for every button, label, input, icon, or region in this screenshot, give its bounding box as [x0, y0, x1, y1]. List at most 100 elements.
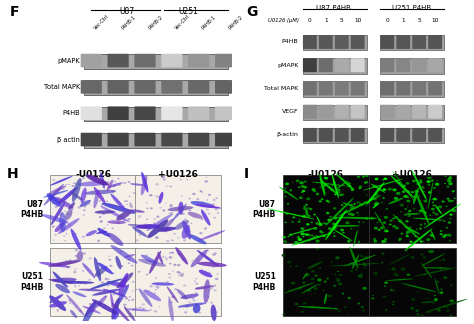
Circle shape — [150, 236, 152, 237]
Circle shape — [65, 279, 67, 281]
Circle shape — [169, 252, 171, 254]
Circle shape — [215, 278, 219, 280]
Text: F: F — [9, 5, 19, 19]
Circle shape — [315, 235, 319, 238]
Circle shape — [141, 303, 145, 306]
Circle shape — [106, 201, 108, 202]
Circle shape — [169, 256, 172, 259]
Circle shape — [72, 185, 74, 187]
Circle shape — [82, 177, 85, 179]
Circle shape — [446, 179, 447, 180]
Circle shape — [211, 203, 215, 206]
Circle shape — [407, 197, 409, 198]
Circle shape — [392, 290, 395, 292]
Circle shape — [99, 200, 101, 202]
Circle shape — [122, 295, 126, 297]
Circle shape — [307, 207, 310, 210]
Circle shape — [182, 259, 185, 260]
Circle shape — [329, 216, 332, 218]
Circle shape — [118, 184, 121, 186]
Circle shape — [332, 181, 336, 183]
Circle shape — [192, 298, 194, 300]
Circle shape — [160, 229, 162, 230]
Circle shape — [165, 185, 168, 187]
Ellipse shape — [168, 297, 174, 322]
Circle shape — [289, 290, 291, 291]
Ellipse shape — [94, 210, 115, 214]
Circle shape — [102, 289, 105, 291]
Circle shape — [137, 217, 140, 218]
Circle shape — [431, 179, 434, 181]
Circle shape — [310, 237, 311, 239]
Circle shape — [213, 284, 216, 287]
Circle shape — [313, 190, 315, 192]
Circle shape — [74, 269, 77, 270]
Circle shape — [73, 189, 75, 190]
Circle shape — [128, 218, 131, 220]
Text: Total MAPK: Total MAPK — [44, 84, 80, 90]
Circle shape — [52, 179, 55, 181]
Ellipse shape — [43, 190, 69, 198]
Ellipse shape — [94, 257, 101, 282]
Ellipse shape — [435, 278, 439, 294]
Circle shape — [88, 279, 91, 281]
Circle shape — [313, 214, 316, 215]
Ellipse shape — [428, 180, 433, 210]
Circle shape — [390, 289, 393, 291]
Circle shape — [165, 257, 168, 259]
Ellipse shape — [103, 289, 127, 297]
Ellipse shape — [424, 299, 467, 313]
Ellipse shape — [141, 172, 148, 192]
Circle shape — [429, 214, 431, 216]
Circle shape — [449, 240, 451, 241]
Circle shape — [384, 216, 388, 219]
Circle shape — [356, 201, 360, 204]
Ellipse shape — [197, 250, 219, 267]
Circle shape — [409, 226, 411, 228]
Circle shape — [348, 213, 352, 215]
Circle shape — [206, 208, 209, 211]
Circle shape — [186, 179, 189, 180]
FancyBboxPatch shape — [215, 133, 236, 146]
Circle shape — [146, 218, 148, 220]
Circle shape — [204, 180, 208, 182]
Circle shape — [68, 300, 71, 302]
Circle shape — [316, 239, 320, 242]
Ellipse shape — [291, 233, 331, 246]
Circle shape — [385, 309, 388, 311]
Circle shape — [342, 232, 345, 234]
Ellipse shape — [63, 281, 94, 284]
Circle shape — [303, 206, 306, 207]
Ellipse shape — [197, 262, 227, 267]
Circle shape — [112, 283, 114, 284]
Circle shape — [388, 188, 392, 191]
Circle shape — [142, 308, 145, 310]
Circle shape — [405, 235, 409, 237]
Circle shape — [66, 285, 69, 287]
Circle shape — [283, 314, 286, 316]
Circle shape — [107, 278, 110, 280]
Circle shape — [357, 303, 360, 305]
FancyBboxPatch shape — [108, 133, 129, 146]
FancyBboxPatch shape — [84, 80, 228, 95]
Circle shape — [129, 202, 132, 205]
Circle shape — [390, 286, 392, 287]
Circle shape — [59, 212, 62, 214]
Circle shape — [322, 289, 325, 291]
Ellipse shape — [336, 181, 348, 189]
Ellipse shape — [319, 179, 339, 196]
Ellipse shape — [193, 304, 201, 313]
Circle shape — [450, 284, 452, 286]
Circle shape — [422, 256, 427, 259]
Circle shape — [287, 236, 290, 237]
Circle shape — [375, 202, 378, 204]
Circle shape — [388, 269, 390, 270]
FancyBboxPatch shape — [380, 105, 394, 119]
Circle shape — [373, 238, 376, 240]
Ellipse shape — [117, 272, 133, 288]
Circle shape — [319, 187, 321, 188]
FancyBboxPatch shape — [335, 105, 349, 119]
Circle shape — [168, 296, 170, 298]
Circle shape — [337, 191, 341, 194]
FancyBboxPatch shape — [381, 128, 444, 144]
